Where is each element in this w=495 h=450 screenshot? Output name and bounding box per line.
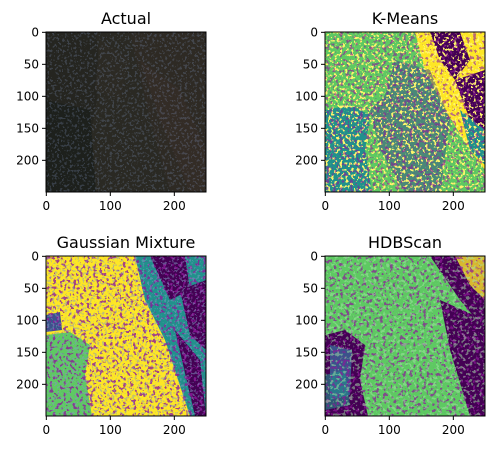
x-tick-label: 100	[378, 423, 401, 437]
cluster-image	[46, 256, 206, 416]
x-tick-label: 200	[163, 423, 186, 437]
y-tick-label: 200	[16, 153, 39, 167]
y-tick-label: 150	[295, 345, 318, 359]
x-tick-label: 0	[42, 199, 50, 213]
x-tick-label: 0	[321, 199, 329, 213]
y-tick-label: 150	[295, 121, 318, 135]
panel-title: Actual	[101, 9, 151, 28]
y-tick-label: 100	[295, 89, 318, 103]
axes-frame	[45, 31, 207, 193]
y-tick-label: 100	[16, 313, 39, 327]
x-tick-label: 100	[378, 199, 401, 213]
y-tick-label: 0	[310, 25, 318, 39]
x-tick-label: 200	[163, 199, 186, 213]
panel-kmeans: K-Means	[324, 9, 486, 193]
x-tick-label: 0	[321, 423, 329, 437]
y-tick-label: 50	[303, 57, 318, 71]
x-tick-label: 100	[99, 199, 122, 213]
y-tick-label: 200	[295, 153, 318, 167]
axes-frame	[324, 31, 486, 193]
y-tick-label: 50	[24, 57, 39, 71]
y-tick-label: 100	[16, 89, 39, 103]
y-tick-label: 200	[295, 377, 318, 391]
satellite-image	[46, 32, 206, 192]
cluster-image	[325, 32, 485, 192]
x-tick-label: 100	[99, 423, 122, 437]
y-tick-label: 50	[303, 281, 318, 295]
cluster-image	[325, 256, 485, 416]
y-tick-label: 0	[31, 249, 39, 263]
y-tick-label: 200	[16, 377, 39, 391]
panel-title: Gaussian Mixture	[57, 233, 196, 252]
tick-layer: 0 100 200 0 50 100 150 200 0 100 200 0 50 100 150 200 0 1…	[16, 25, 465, 437]
axes-frame	[324, 255, 486, 417]
x-tick-label: 200	[442, 423, 465, 437]
y-tick-label: 150	[16, 121, 39, 135]
x-tick-label: 0	[42, 423, 50, 437]
y-tick-label: 150	[16, 345, 39, 359]
panel-title: HDBScan	[368, 233, 442, 252]
panel-gaussian-mixture: Gaussian Mixture	[45, 233, 207, 417]
y-tick-label: 0	[310, 249, 318, 263]
y-tick-label: 100	[295, 313, 318, 327]
x-tick-label: 200	[442, 199, 465, 213]
y-tick-label: 0	[31, 25, 39, 39]
panel-actual: Actual	[45, 9, 207, 193]
panel-title: K-Means	[372, 9, 439, 28]
y-tick-label: 50	[24, 281, 39, 295]
axes-frame	[45, 255, 207, 417]
panel-hdbscan: HDBScan	[324, 233, 486, 417]
